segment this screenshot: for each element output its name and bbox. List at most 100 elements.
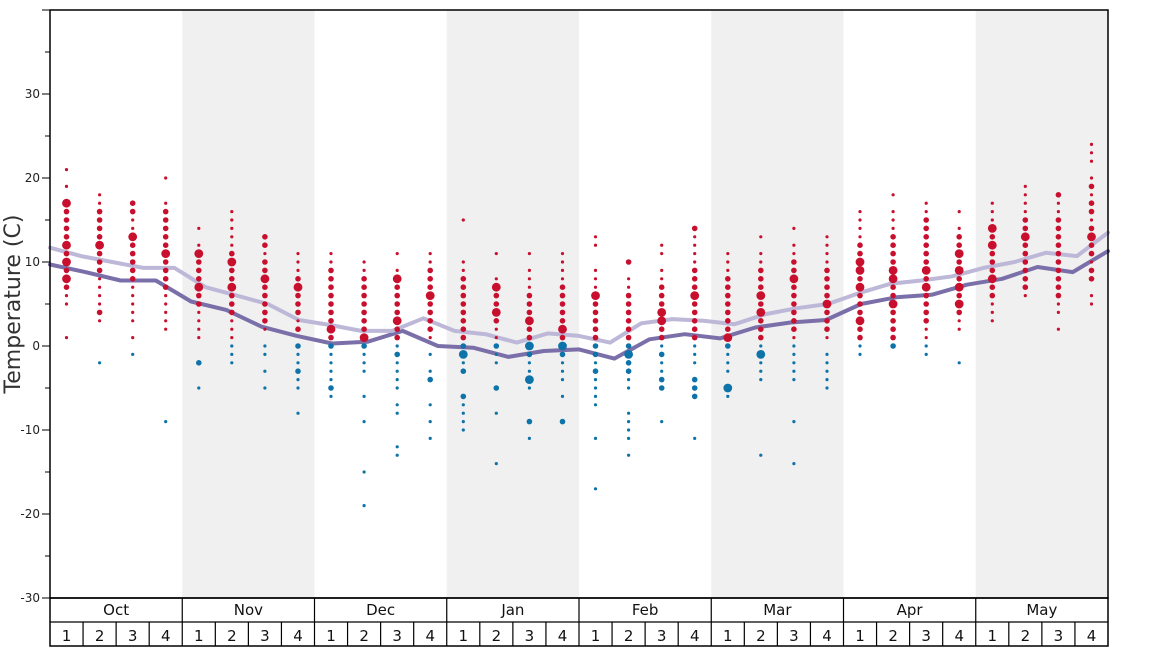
month-label: May <box>1026 601 1057 619</box>
data-point <box>924 352 928 356</box>
data-point <box>526 301 533 307</box>
data-point <box>164 310 168 314</box>
daily-points <box>62 142 1096 508</box>
data-point <box>162 276 169 282</box>
y-tick-label: -10 <box>20 423 40 437</box>
data-point <box>891 218 895 222</box>
data-point <box>263 344 267 348</box>
data-point <box>855 316 865 326</box>
data-point <box>791 292 797 299</box>
data-point <box>593 285 598 289</box>
data-point <box>1055 250 1062 257</box>
data-point <box>129 259 136 265</box>
data-point <box>990 302 994 306</box>
data-point <box>792 252 796 256</box>
data-point <box>1022 276 1029 282</box>
data-point <box>1055 276 1062 282</box>
data-point <box>458 350 468 359</box>
y-tick-label: 30 <box>25 87 40 101</box>
data-point <box>857 334 863 341</box>
data-point <box>295 276 301 282</box>
data-point <box>1055 284 1062 291</box>
data-point <box>494 411 498 415</box>
data-point <box>262 267 268 274</box>
data-point <box>1088 208 1095 215</box>
data-point <box>361 276 367 282</box>
data-point <box>527 268 532 272</box>
data-point <box>395 453 399 457</box>
data-point <box>693 260 697 264</box>
data-point <box>758 318 764 324</box>
data-point <box>627 411 631 415</box>
data-point <box>129 208 136 215</box>
data-point <box>890 242 896 248</box>
data-point <box>1023 294 1027 298</box>
data-point <box>890 284 896 291</box>
data-point <box>196 259 202 265</box>
data-point <box>229 267 235 274</box>
data-point <box>1089 159 1094 163</box>
data-point <box>162 259 169 265</box>
data-point <box>527 285 532 289</box>
data-point <box>1088 250 1095 257</box>
data-point <box>63 225 70 232</box>
data-point <box>758 267 764 274</box>
data-point <box>164 420 168 424</box>
data-point <box>691 393 698 400</box>
data-point <box>262 292 268 299</box>
trend-line-dark <box>48 249 1110 361</box>
data-point <box>131 319 135 323</box>
data-point <box>625 301 632 307</box>
data-point <box>660 277 664 281</box>
data-point <box>592 343 599 349</box>
data-point <box>1023 210 1027 214</box>
data-point <box>725 326 731 333</box>
month-band <box>50 10 183 598</box>
data-point <box>98 277 102 281</box>
data-point <box>559 301 566 307</box>
data-point <box>328 301 334 307</box>
data-point <box>460 284 467 291</box>
data-point <box>957 210 961 214</box>
data-point <box>990 310 994 314</box>
data-point <box>956 234 962 240</box>
data-point <box>660 369 664 373</box>
week-label: 1 <box>988 627 998 645</box>
data-point <box>392 316 402 326</box>
data-point <box>428 420 432 424</box>
data-point <box>494 352 498 356</box>
week-label: 4 <box>954 627 964 645</box>
data-point <box>825 378 829 382</box>
data-point <box>1055 234 1062 240</box>
data-point <box>162 225 169 232</box>
data-point <box>990 319 994 323</box>
data-point <box>296 352 300 356</box>
data-point <box>296 268 300 272</box>
data-point <box>627 386 631 390</box>
data-point <box>956 242 962 248</box>
data-point <box>494 277 498 281</box>
data-point <box>923 276 929 282</box>
data-point <box>824 292 830 299</box>
data-point <box>98 319 102 323</box>
data-point <box>1022 250 1029 257</box>
data-point <box>526 418 533 425</box>
month-band <box>579 10 712 598</box>
data-point <box>792 336 796 340</box>
data-point <box>362 504 366 508</box>
data-point <box>1089 218 1094 222</box>
data-point <box>262 309 268 316</box>
data-point <box>560 252 565 256</box>
data-point <box>96 250 103 257</box>
data-point <box>726 252 730 256</box>
month-label: Oct <box>103 601 129 619</box>
data-point <box>1089 260 1094 264</box>
data-point <box>789 274 799 284</box>
data-point <box>957 361 961 365</box>
data-point <box>691 385 698 391</box>
data-point <box>560 361 565 365</box>
data-point <box>858 226 862 230</box>
data-point <box>494 336 498 340</box>
data-point <box>759 235 763 239</box>
data-point <box>494 327 498 331</box>
